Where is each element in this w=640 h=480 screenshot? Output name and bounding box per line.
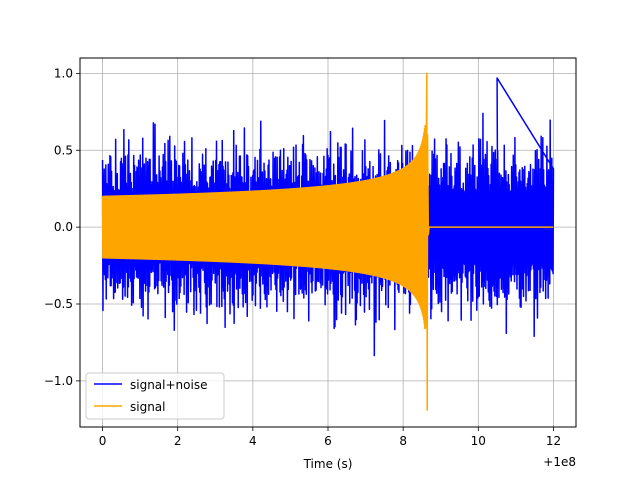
y-tick-label: −1.0 <box>44 374 73 388</box>
x-tick-label: 4 <box>249 434 257 448</box>
y-tick-label: −0.5 <box>44 297 73 311</box>
y-tick-label: 0.0 <box>54 220 73 234</box>
series-line-signal <box>101 72 554 411</box>
legend-label-signal: signal <box>130 400 166 414</box>
x-tick-label: 12 <box>546 434 561 448</box>
y-tick-label: 0.5 <box>54 143 73 157</box>
legend: signal+noise signal <box>85 372 225 420</box>
legend-label-signal-noise: signal+noise <box>130 378 207 392</box>
x-tick-label: 0 <box>99 434 107 448</box>
x-tick-label: 8 <box>399 434 407 448</box>
series-layer <box>101 72 555 411</box>
x-tick-label: 2 <box>174 434 182 448</box>
x-offset-label: +1e8 <box>543 455 576 469</box>
x-axis-label: Time (s) <box>303 457 353 471</box>
x-tick-label: 6 <box>324 434 332 448</box>
x-tick-label: 10 <box>471 434 486 448</box>
ticks: 0 2 4 6 8 10 12 −1.0 −0.5 0.0 0.5 1.0 <box>44 66 561 448</box>
y-tick-label: 1.0 <box>54 66 73 80</box>
